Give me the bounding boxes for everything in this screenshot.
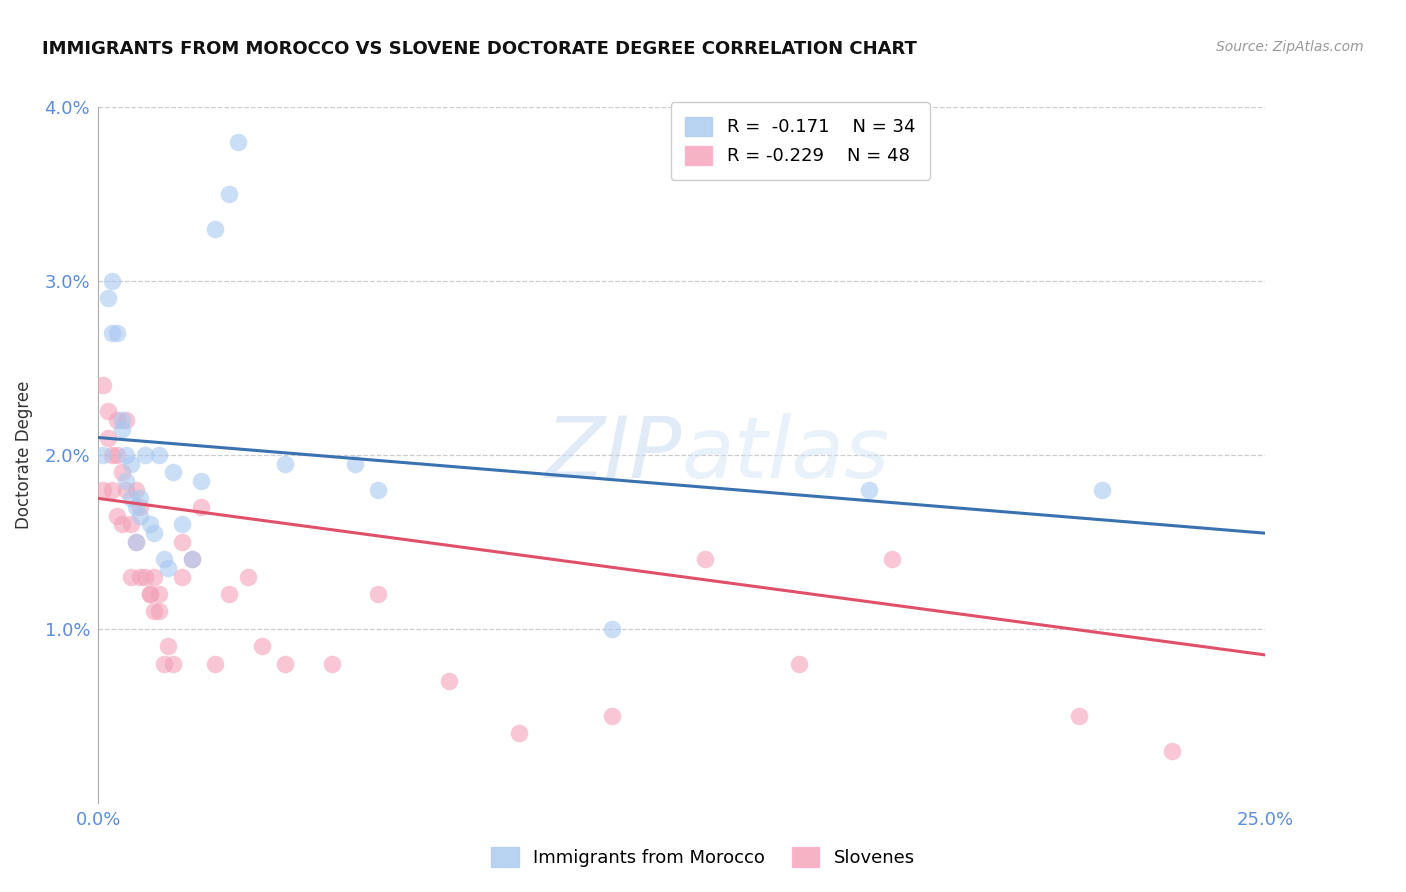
Point	[190, 474, 212, 488]
Point	[437, 674, 460, 689]
Point	[115, 448, 138, 462]
Point	[101, 326, 124, 340]
Text: atlas: atlas	[682, 413, 890, 497]
Point	[101, 483, 124, 497]
Point	[91, 378, 114, 392]
Point	[148, 605, 170, 619]
Point	[162, 466, 184, 480]
Point	[157, 639, 180, 653]
Point	[143, 526, 166, 541]
Point	[600, 622, 623, 636]
Point	[120, 491, 142, 506]
Point	[143, 570, 166, 584]
Point	[97, 404, 120, 418]
Point	[105, 508, 128, 523]
Point	[274, 457, 297, 471]
Point	[101, 274, 124, 288]
Point	[190, 500, 212, 514]
Point	[172, 534, 194, 549]
Point	[91, 483, 114, 497]
Point	[204, 221, 226, 235]
Point	[152, 657, 174, 671]
Text: Source: ZipAtlas.com: Source: ZipAtlas.com	[1216, 40, 1364, 54]
Point	[97, 291, 120, 305]
Point	[274, 657, 297, 671]
Point	[125, 534, 148, 549]
Point	[120, 517, 142, 532]
Point	[367, 587, 389, 601]
Point	[321, 657, 343, 671]
Point	[1161, 744, 1184, 758]
Point	[129, 500, 152, 514]
Point	[111, 466, 134, 480]
Point	[129, 508, 152, 523]
Point	[101, 448, 124, 462]
Point	[695, 552, 717, 566]
Point	[236, 570, 259, 584]
Point	[139, 517, 162, 532]
Text: ZIP: ZIP	[546, 413, 682, 497]
Point	[120, 457, 142, 471]
Point	[180, 552, 202, 566]
Point	[787, 657, 810, 671]
Point	[115, 413, 138, 427]
Point	[125, 483, 148, 497]
Point	[134, 448, 156, 462]
Point	[204, 657, 226, 671]
Point	[111, 413, 134, 427]
Point	[148, 448, 170, 462]
Point	[600, 708, 623, 723]
Point	[250, 639, 273, 653]
Legend: R =  -0.171    N = 34, R = -0.229    N = 48: R = -0.171 N = 34, R = -0.229 N = 48	[671, 103, 929, 180]
Point	[344, 457, 367, 471]
Point	[172, 570, 194, 584]
Text: IMMIGRANTS FROM MOROCCO VS SLOVENE DOCTORATE DEGREE CORRELATION CHART: IMMIGRANTS FROM MOROCCO VS SLOVENE DOCTO…	[42, 40, 917, 58]
Point	[228, 135, 250, 149]
Point	[134, 570, 156, 584]
Point	[105, 413, 128, 427]
Point	[125, 534, 148, 549]
Point	[125, 500, 148, 514]
Point	[129, 491, 152, 506]
Y-axis label: Doctorate Degree: Doctorate Degree	[15, 381, 34, 529]
Point	[180, 552, 202, 566]
Point	[218, 587, 240, 601]
Point	[129, 570, 152, 584]
Point	[111, 422, 134, 436]
Point	[105, 326, 128, 340]
Point	[105, 448, 128, 462]
Point	[367, 483, 389, 497]
Point	[1091, 483, 1114, 497]
Point	[508, 726, 530, 740]
Point	[143, 605, 166, 619]
Point	[858, 483, 880, 497]
Point	[157, 561, 180, 575]
Point	[148, 587, 170, 601]
Point	[139, 587, 162, 601]
Point	[97, 430, 120, 444]
Point	[115, 474, 138, 488]
Point	[162, 657, 184, 671]
Legend: Immigrants from Morocco, Slovenes: Immigrants from Morocco, Slovenes	[484, 839, 922, 874]
Point	[91, 448, 114, 462]
Point	[115, 483, 138, 497]
Point	[120, 570, 142, 584]
Point	[139, 587, 162, 601]
Point	[152, 552, 174, 566]
Point	[218, 186, 240, 201]
Point	[172, 517, 194, 532]
Point	[880, 552, 903, 566]
Point	[111, 517, 134, 532]
Point	[1067, 708, 1090, 723]
